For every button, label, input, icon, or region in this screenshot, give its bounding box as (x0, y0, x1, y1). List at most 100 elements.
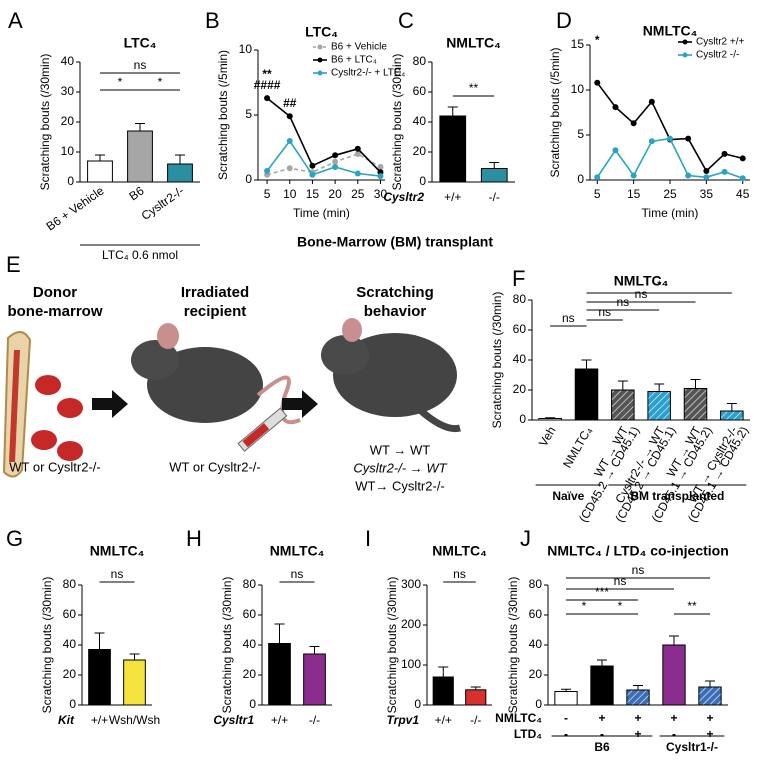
series-point (332, 152, 339, 159)
panel: A LTC₄ Scratching bouts (/30min) 0 10 20 30 40 B… (8, 8, 200, 262)
x-tick-label: -/- (489, 190, 500, 204)
series-point (594, 174, 601, 181)
series-point (377, 173, 384, 180)
error-bar (617, 380, 628, 390)
panel: C NMLTC₄ Scratching bouts (/30min) 0 20 40 60 8… (383, 8, 515, 204)
chart-title: LTC₄ (124, 35, 157, 51)
mouse-icon (131, 340, 179, 380)
row-sign: + (706, 727, 713, 741)
x-tick-label: Wsh/Wsh (109, 713, 160, 727)
series-point (286, 113, 293, 120)
y-tick-label: 80 (243, 577, 257, 591)
x-tick-label: 35 (700, 187, 714, 201)
row-sign: - (564, 711, 568, 725)
panel-letter: H (186, 526, 202, 551)
significance-label: * (618, 599, 623, 613)
y-axis-label: Scratching bouts (/30min) (490, 292, 504, 429)
series-point (648, 138, 655, 145)
chart-title: LTC₄ (305, 24, 338, 40)
bar (439, 115, 467, 183)
mouse-tail (256, 375, 301, 425)
x-tick-label: B6 (126, 183, 146, 203)
y-axis-label: Scratching bouts (/30min) (38, 54, 52, 191)
y-tick-label: 20 (513, 382, 527, 396)
panel-letter: J (520, 526, 531, 551)
y-tick-label: 10 (571, 82, 585, 96)
x-tick-label: +/+ (435, 713, 452, 727)
y-tick-label: 0 (67, 174, 74, 188)
blood-cell (35, 375, 61, 395)
chart-title: NMLTC₄ / LTD₄ co-injection (547, 543, 729, 559)
significance-label: ns (632, 563, 645, 577)
y-axis-label: Scratching bouts (/30min) (220, 577, 234, 714)
bar (303, 653, 326, 706)
row-label: LTD₄ (514, 727, 542, 741)
error-bar (726, 403, 737, 411)
step-title: Scratching (356, 284, 434, 301)
bar (432, 676, 454, 706)
x-tick-label: 25 (663, 187, 677, 201)
series-point (703, 168, 710, 174)
legend-label: B6 + Vehicle (331, 42, 387, 53)
significance-label: ns (453, 567, 466, 581)
x-tick-label: Veh (536, 424, 558, 449)
step-title: Irradiated (181, 284, 249, 301)
bar (720, 410, 744, 421)
series-line (266, 139, 381, 177)
bar (127, 130, 153, 183)
x-tick-label: -/- (309, 713, 320, 727)
x-tick-label: 30 (374, 187, 388, 201)
y-tick-label: 60 (513, 322, 527, 336)
x-tick-label: 15 (627, 187, 641, 201)
x-axis-label: Time (min) (642, 206, 699, 220)
significance-label: * (158, 75, 163, 89)
diagram-heading: Bone-Marrow (BM) transplant (297, 234, 493, 250)
y-axis-label: Scratching bouts (/30min) (385, 577, 399, 714)
panel: I NMLTC₄ Scratching bouts (/30min) 0 100 200 3… (365, 526, 492, 727)
x-tick-label: NMLTC₄ (560, 424, 595, 470)
y-tick-label: 0 (535, 697, 542, 711)
x-tick-label: +/+ (444, 190, 461, 204)
y-tick-label: 20 (61, 114, 75, 128)
y-tick-label: 100 (401, 657, 421, 671)
series-point (309, 162, 316, 169)
bar (480, 168, 508, 183)
error-bar (545, 417, 556, 419)
y-tick-label: 20 (63, 667, 77, 681)
significance-label: ns (134, 58, 147, 72)
syringe-fluid (242, 423, 270, 448)
significance-label: ns (614, 574, 627, 588)
error-bar (690, 379, 701, 389)
series-point (286, 165, 293, 172)
y-tick-label: 80 (63, 577, 77, 591)
error-bar (470, 686, 481, 690)
row-sign: + (634, 727, 641, 741)
blood-cell (31, 430, 57, 450)
error-bar (95, 154, 105, 161)
series-point (286, 138, 293, 144)
step-title: bone-marrow (7, 303, 102, 320)
chart-title: NMLTC₄ (270, 543, 325, 559)
annotation: #### (254, 78, 281, 92)
panel-letter: E (6, 252, 21, 277)
x-tick-label: -/- (470, 713, 481, 727)
y-tick-label: 5 (577, 127, 584, 141)
panel-letter: G (6, 526, 23, 551)
error-bar (669, 635, 679, 645)
y-tick-label: 10 (239, 42, 253, 56)
step-caption: WT → WT (370, 442, 430, 457)
note: LTC₄ 0.6 nmol (102, 248, 178, 262)
y-tick-label: 20 (529, 667, 543, 681)
series-point (648, 98, 655, 105)
y-tick-label: 60 (243, 607, 257, 621)
significance-label: ** (469, 81, 479, 95)
mouse-ear (342, 318, 362, 342)
mouse-icon (321, 335, 369, 375)
bar (87, 160, 113, 183)
series-point (264, 167, 271, 174)
bar (554, 691, 578, 706)
error-bar (489, 162, 500, 169)
blood-cell (57, 398, 83, 418)
